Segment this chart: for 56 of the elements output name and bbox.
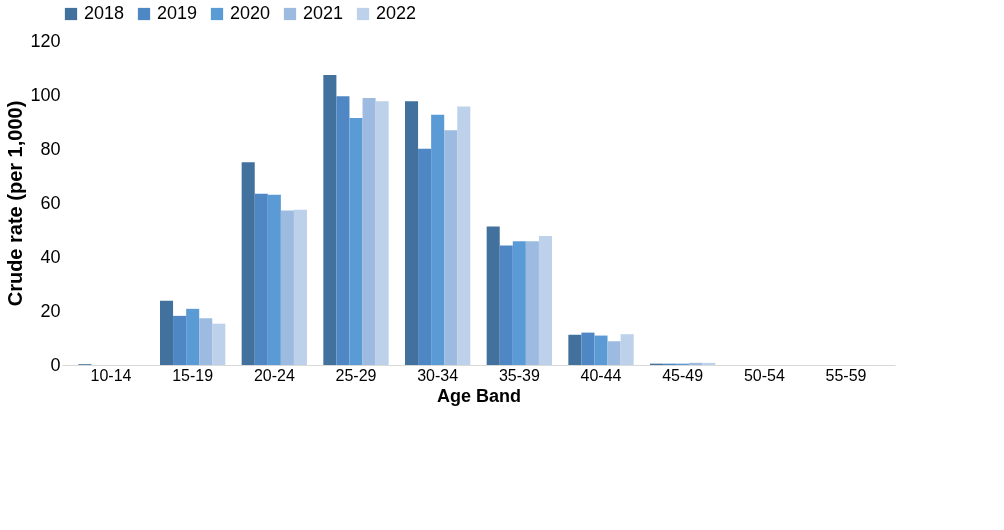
bar — [405, 101, 419, 365]
bar — [594, 335, 608, 365]
bar — [607, 341, 621, 365]
bar — [499, 245, 513, 365]
bar — [568, 334, 582, 365]
y-axis-title: Crude rate (per 1,000) — [4, 100, 27, 307]
y-tick-label: 20 — [40, 300, 61, 321]
bar — [689, 362, 703, 365]
bar — [254, 193, 268, 365]
legend-label: 2018 — [84, 3, 125, 23]
x-tick-label: 25-29 — [335, 366, 377, 384]
x-tick-label: 30-34 — [417, 366, 459, 384]
legend-label: 2022 — [376, 3, 417, 23]
y-tick-label: 100 — [30, 84, 61, 105]
bar — [581, 332, 595, 365]
legend-label: 2021 — [303, 3, 344, 23]
legend-label: 2020 — [230, 3, 271, 23]
bar — [241, 162, 255, 365]
y-tick-label: 0 — [50, 354, 61, 375]
y-tick-label: 80 — [40, 138, 61, 159]
bar — [362, 97, 376, 365]
bar — [280, 210, 294, 365]
bar — [620, 334, 634, 365]
bar — [293, 209, 307, 365]
y-tick-label: 60 — [40, 192, 61, 213]
bar — [199, 318, 213, 365]
bar — [212, 323, 226, 365]
bar — [444, 130, 458, 365]
bar — [457, 106, 471, 365]
y-tick-label: 120 — [30, 30, 61, 51]
bar — [702, 362, 716, 365]
x-tick-label: 55-59 — [825, 366, 867, 384]
x-tick-label: 40-44 — [580, 366, 622, 384]
bar — [375, 101, 389, 365]
bar — [418, 148, 432, 365]
bar — [186, 308, 200, 365]
bar — [525, 241, 539, 365]
x-tick-label: 35-39 — [498, 366, 540, 384]
bar — [173, 315, 187, 365]
x-tick-label: 45-49 — [662, 366, 704, 384]
x-axis-title: Age Band — [436, 385, 522, 406]
x-tick-label: 10-14 — [90, 366, 132, 384]
bar — [431, 114, 445, 365]
x-tick-label: 15-19 — [172, 366, 214, 384]
bar — [512, 241, 526, 365]
bar — [336, 96, 350, 365]
bar — [323, 75, 337, 365]
bar — [538, 235, 552, 365]
y-tick-label: 40 — [40, 246, 61, 267]
x-tick-label: 20-24 — [253, 366, 295, 384]
legend-label: 2019 — [157, 3, 198, 23]
x-tick-label: 50-54 — [743, 366, 785, 384]
bar — [486, 226, 500, 365]
bar — [267, 194, 281, 365]
bar — [349, 117, 363, 365]
bar — [160, 300, 174, 365]
